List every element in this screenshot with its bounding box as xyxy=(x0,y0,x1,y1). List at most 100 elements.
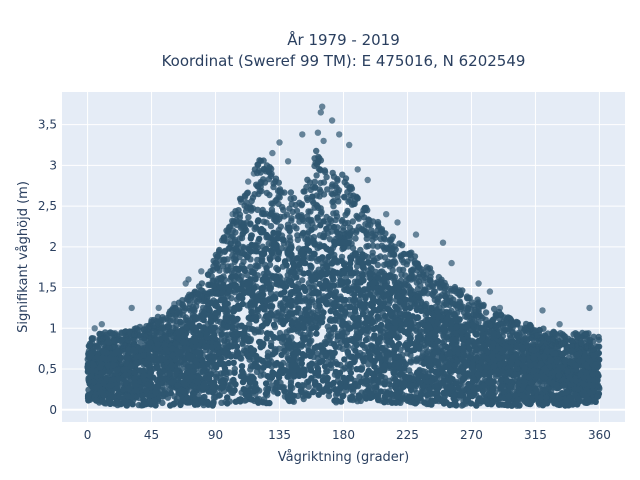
data-point xyxy=(365,242,372,250)
data-point xyxy=(595,343,603,350)
data-point xyxy=(198,293,205,300)
data-point xyxy=(369,236,376,244)
data-point xyxy=(361,205,368,212)
data-point xyxy=(358,211,366,218)
data-point xyxy=(435,273,443,281)
data-point xyxy=(568,347,576,355)
data-point xyxy=(268,165,275,173)
data-point xyxy=(354,195,361,202)
data-point xyxy=(478,302,485,309)
data-point xyxy=(288,217,295,224)
data-point xyxy=(339,216,346,224)
data-point xyxy=(106,339,113,346)
data-point xyxy=(314,214,321,221)
data-point xyxy=(209,277,216,285)
data-point xyxy=(348,353,356,360)
data-point xyxy=(299,277,306,284)
data-point xyxy=(311,178,318,185)
data-point xyxy=(426,283,433,290)
data-point xyxy=(341,179,348,186)
data-point xyxy=(381,236,388,243)
data-point xyxy=(145,324,152,331)
data-point xyxy=(120,386,127,393)
data-point xyxy=(294,381,302,389)
data-point xyxy=(270,180,277,187)
data-point xyxy=(302,306,309,313)
data-point xyxy=(287,195,294,202)
data-point xyxy=(189,306,196,313)
data-point xyxy=(159,314,166,321)
data-point xyxy=(313,172,320,179)
data-point xyxy=(219,384,227,391)
data-point xyxy=(309,197,316,205)
data-point xyxy=(90,335,97,342)
data-point xyxy=(232,245,240,252)
data-point xyxy=(263,265,270,272)
data-point xyxy=(402,272,409,279)
data-point xyxy=(280,320,287,328)
data-point xyxy=(528,334,536,341)
data-point xyxy=(257,178,264,186)
data-point xyxy=(410,356,417,363)
data-point xyxy=(247,205,255,213)
data-point xyxy=(328,190,335,197)
data-point xyxy=(379,228,386,235)
data-point xyxy=(388,246,395,254)
data-point xyxy=(359,264,367,271)
data-point xyxy=(225,224,233,231)
data-point xyxy=(298,232,305,239)
data-point xyxy=(96,330,103,338)
data-point xyxy=(498,312,505,319)
data-point xyxy=(400,250,408,258)
data-point xyxy=(191,297,198,304)
data-point xyxy=(371,332,378,339)
data-point xyxy=(334,193,341,201)
data-point xyxy=(254,161,261,168)
data-point xyxy=(301,188,308,195)
data-point xyxy=(364,285,372,293)
data-point xyxy=(137,332,144,339)
data-point xyxy=(381,381,388,388)
data-point xyxy=(218,399,225,406)
data-point xyxy=(223,267,230,274)
data-point xyxy=(521,324,529,331)
data-point xyxy=(304,196,311,204)
data-point xyxy=(267,172,275,180)
data-point xyxy=(305,208,312,215)
data-point xyxy=(412,260,419,267)
data-point xyxy=(505,325,512,332)
data-points xyxy=(84,103,603,409)
data-point xyxy=(454,289,461,297)
data-point xyxy=(560,340,567,347)
data-point xyxy=(324,186,331,193)
data-point xyxy=(341,356,348,363)
data-point xyxy=(407,255,415,262)
data-point xyxy=(231,238,239,245)
data-point xyxy=(344,189,351,196)
data-point xyxy=(550,329,558,336)
data-point xyxy=(352,235,359,242)
data-point xyxy=(344,209,351,217)
data-point xyxy=(313,192,320,199)
data-point xyxy=(389,267,396,274)
data-point xyxy=(346,224,354,231)
data-point xyxy=(574,331,581,338)
data-point xyxy=(520,333,527,340)
data-point xyxy=(285,224,293,232)
data-point xyxy=(313,147,320,155)
data-point xyxy=(578,339,585,347)
data-point xyxy=(304,176,311,183)
data-point xyxy=(324,334,331,341)
data-point xyxy=(219,263,227,270)
data-point xyxy=(387,260,394,268)
data-point xyxy=(248,197,255,205)
data-point xyxy=(446,350,453,357)
data-point xyxy=(443,334,450,341)
data-point xyxy=(164,323,172,330)
data-point xyxy=(447,294,454,301)
data-point xyxy=(440,282,447,289)
data-point xyxy=(205,271,212,278)
data-point xyxy=(236,211,244,218)
data-point xyxy=(220,234,227,242)
data-point xyxy=(374,218,382,226)
